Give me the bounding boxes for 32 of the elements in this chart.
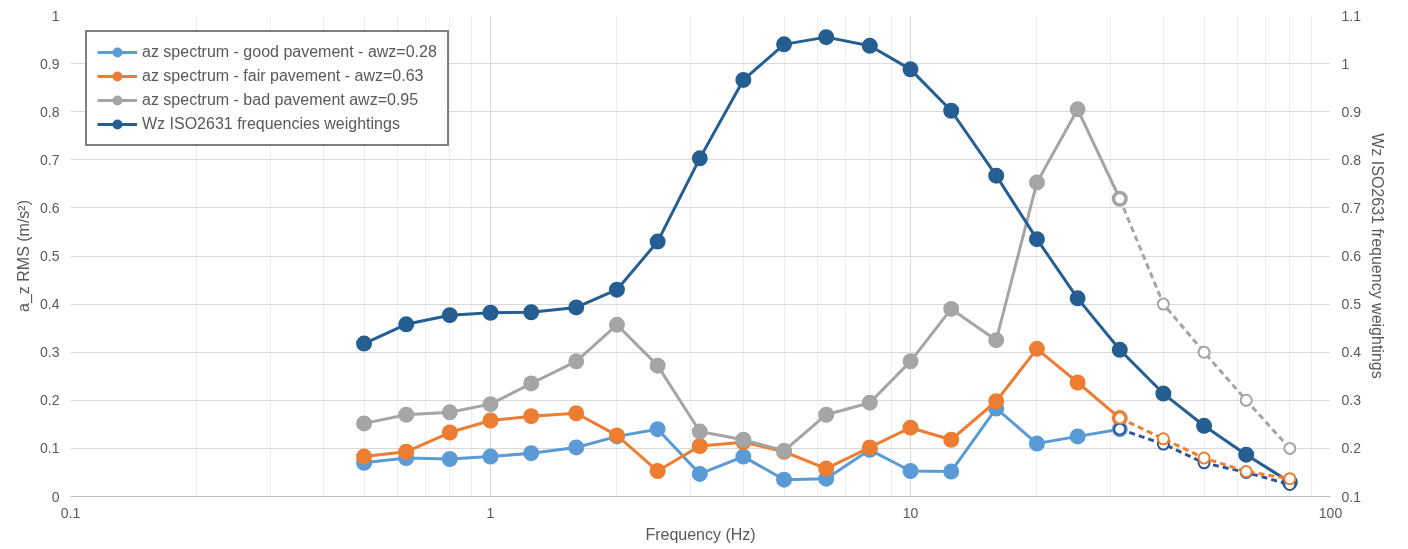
x-tick-label: 100 [1318, 504, 1343, 521]
y2-tick-label: 0.1 [1341, 488, 1362, 505]
y2-tick-label: 1 [1341, 55, 1350, 72]
legend-label: az spectrum - bad pavement awz=0.95 [142, 91, 419, 109]
y2-tick-label: 0.6 [1341, 248, 1362, 264]
y2-tick-label: 0.8 [1341, 151, 1362, 168]
y-tick-label: 0.2 [40, 392, 60, 409]
x-tick-label: 1 [486, 504, 495, 521]
y2-tick-label: 0.5 [1341, 296, 1362, 313]
y-tick-label: 0.4 [40, 296, 60, 313]
x-axis-title: Frequency (Hz) [645, 525, 756, 543]
y2-tick-label: 0.2 [1341, 440, 1362, 457]
y2-tick-label: 0.9 [1341, 103, 1362, 120]
y-tick-label: 0.9 [40, 55, 60, 72]
y-tick-label: 0.1 [40, 440, 60, 457]
y-tick-label: 0.7 [40, 151, 60, 168]
legend-label: az spectrum - fair pavement - awz=0.63 [142, 67, 424, 85]
legend-label: az spectrum - good pavement - awz=0.28 [142, 43, 437, 61]
y2-axis-title: Wz ISO2631 frequency weightings [1368, 133, 1386, 379]
x-tick-label: 10 [902, 504, 919, 521]
y-tick-label: 0.3 [40, 344, 60, 361]
y2-tick-label: 0.3 [1341, 392, 1362, 409]
y2-tick-label: 1.1 [1341, 7, 1362, 24]
y-tick-label: 0.5 [40, 248, 60, 264]
y2-tick-label: 0.4 [1341, 344, 1362, 361]
y-tick-label: 0.8 [40, 103, 60, 120]
y-axis-title: a_z RMS (m/s²) [15, 200, 34, 312]
y-tick-label: 1 [51, 7, 60, 24]
y-tick-label: 0.6 [40, 199, 60, 216]
y-tick-label: 0 [51, 488, 60, 505]
y2-tick-label: 0.7 [1341, 199, 1362, 216]
legend-label: Wz ISO2631 frequencies weightings [142, 115, 400, 133]
